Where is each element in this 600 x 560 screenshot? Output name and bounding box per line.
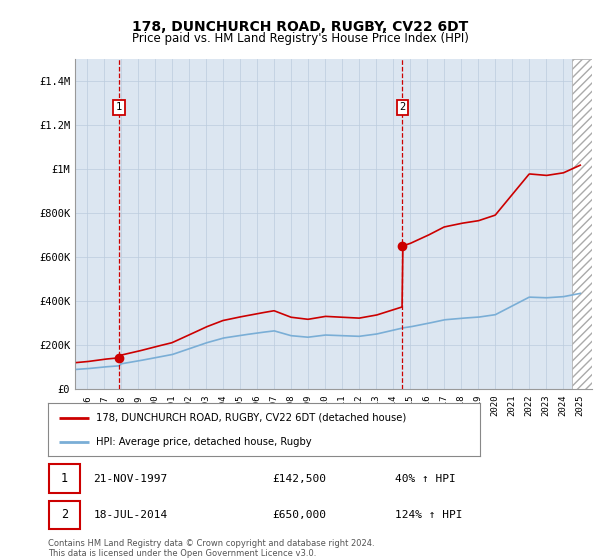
- Text: 178, DUNCHURCH ROAD, RUGBY, CV22 6DT (detached house): 178, DUNCHURCH ROAD, RUGBY, CV22 6DT (de…: [95, 413, 406, 423]
- Bar: [572, 59, 592, 389]
- Text: 18-JUL-2014: 18-JUL-2014: [94, 510, 167, 520]
- Text: £650,000: £650,000: [272, 510, 326, 520]
- Text: 124% ↑ HPI: 124% ↑ HPI: [395, 510, 463, 520]
- Text: 2: 2: [61, 508, 68, 521]
- FancyBboxPatch shape: [49, 464, 80, 493]
- Text: Contains HM Land Registry data © Crown copyright and database right 2024.
This d: Contains HM Land Registry data © Crown c…: [48, 539, 374, 558]
- Text: 1: 1: [116, 102, 122, 112]
- Text: 178, DUNCHURCH ROAD, RUGBY, CV22 6DT: 178, DUNCHURCH ROAD, RUGBY, CV22 6DT: [132, 20, 468, 34]
- Text: Price paid vs. HM Land Registry's House Price Index (HPI): Price paid vs. HM Land Registry's House …: [131, 32, 469, 45]
- Text: 2: 2: [399, 102, 406, 112]
- Text: 1: 1: [61, 472, 68, 485]
- Text: 21-NOV-1997: 21-NOV-1997: [94, 474, 167, 483]
- Text: HPI: Average price, detached house, Rugby: HPI: Average price, detached house, Rugb…: [95, 437, 311, 447]
- Text: 40% ↑ HPI: 40% ↑ HPI: [395, 474, 456, 483]
- FancyBboxPatch shape: [49, 501, 80, 529]
- Text: £142,500: £142,500: [272, 474, 326, 483]
